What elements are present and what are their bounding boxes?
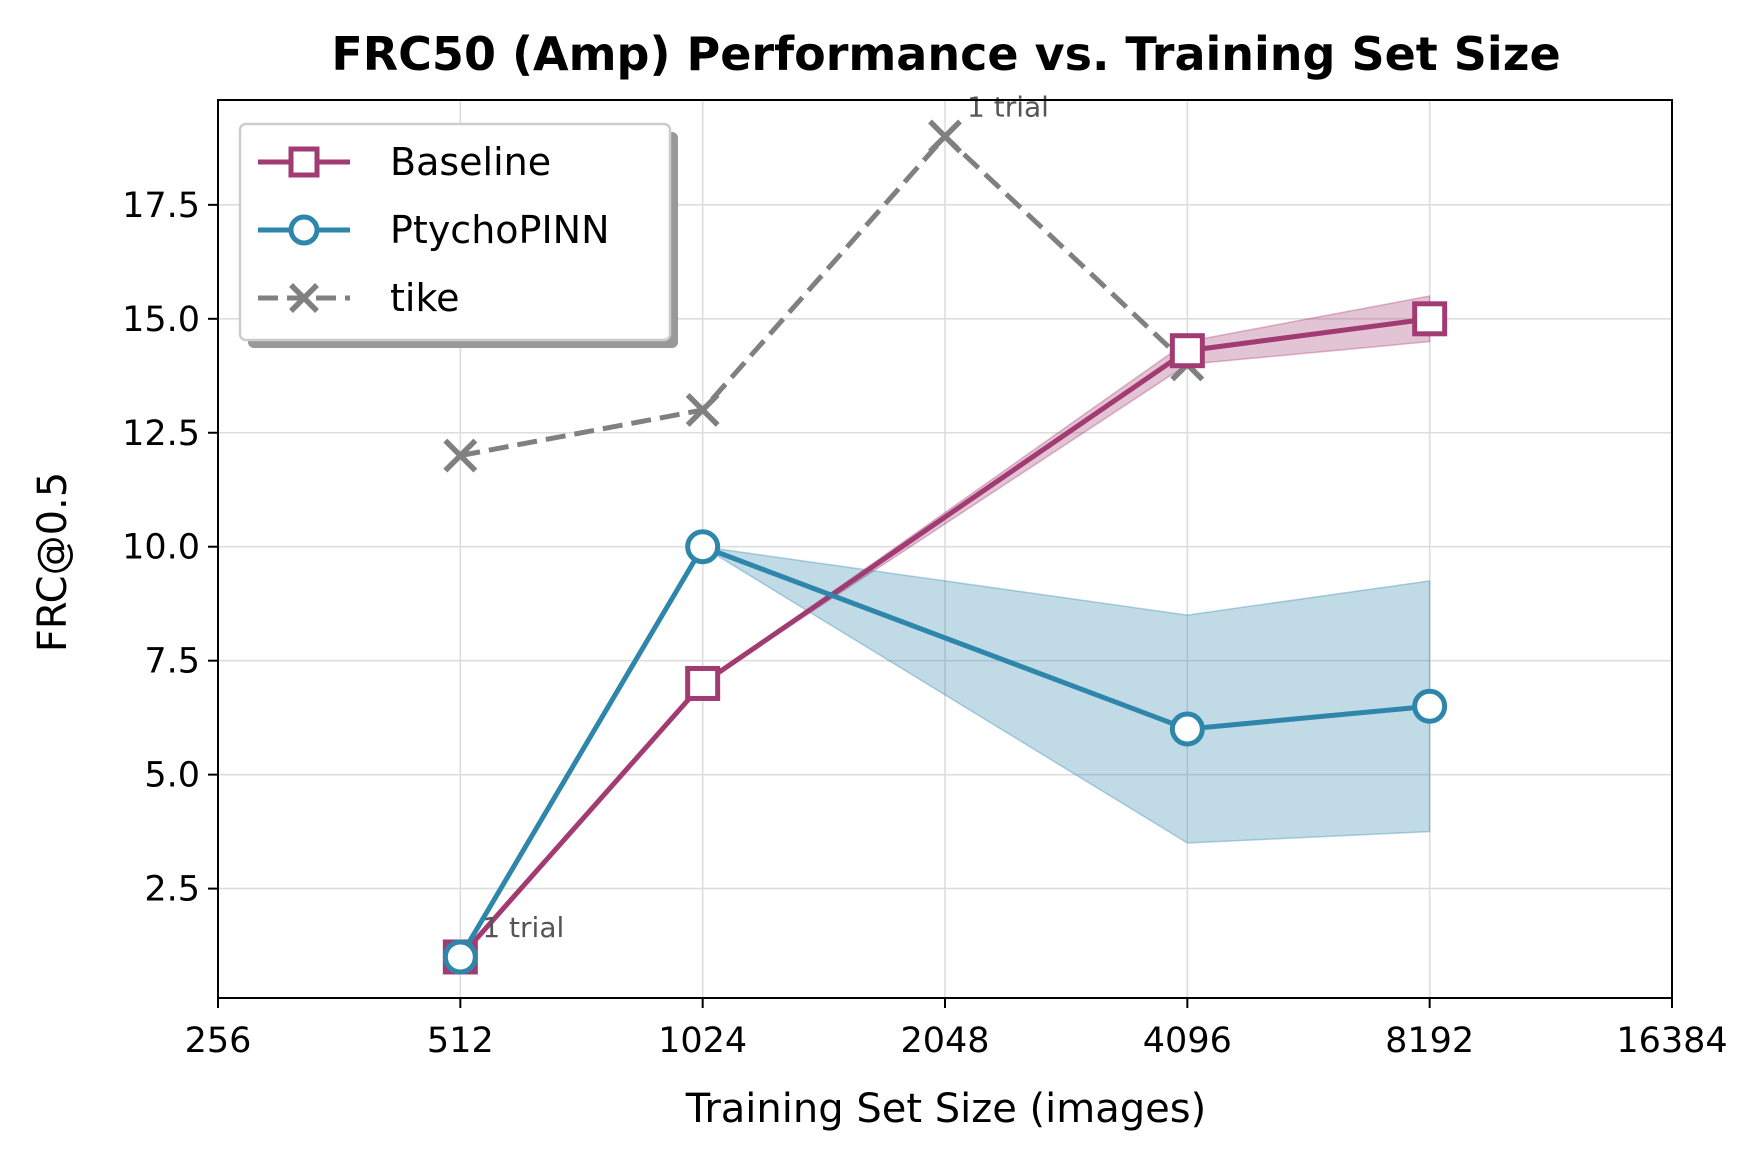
legend: Baseline PtychoPINN tike — [238, 122, 678, 348]
x-tick-label: 8192 — [1385, 1021, 1474, 1061]
legend-box — [238, 122, 672, 342]
point-ptychopinn — [685, 529, 721, 565]
point-ptychopinn — [442, 939, 478, 975]
y-axis-label: FRC@0.5 — [30, 472, 76, 652]
legend-label: PtychoPINN — [390, 208, 610, 252]
legend-item-tike: tike — [258, 276, 460, 320]
legend-point-tike — [289, 283, 319, 313]
annotation-label: 1 trial — [967, 90, 1049, 123]
annotation-label: 1 trial — [482, 911, 564, 944]
point-baseline — [1169, 333, 1205, 369]
x-tick-label: 512 — [427, 1021, 494, 1061]
series-lines — [442, 119, 1448, 975]
legend-label: tike — [390, 276, 460, 320]
x-tick-label: 2048 — [900, 1021, 989, 1061]
x-tick-label: 4096 — [1143, 1021, 1232, 1061]
x-tick-label: 1024 — [658, 1021, 747, 1061]
y-tick-label: 10.0 — [122, 528, 200, 568]
point-ptychopinn — [1169, 711, 1205, 747]
point-baseline — [685, 665, 721, 701]
legend-item-ptychopinn: PtychoPINN — [258, 208, 610, 252]
x-axis-label: Training Set Size (images) — [685, 1086, 1206, 1132]
legend-label: Baseline — [390, 140, 551, 184]
axes: 256 512 1024 2048 4096 8192 16384 2.5 5.0 7.5 10.0… — [122, 186, 1728, 1061]
point-tike — [685, 393, 720, 427]
point-baseline — [1412, 301, 1448, 337]
x-tick-label: 256 — [185, 1021, 252, 1061]
y-tick-label: 7.5 — [144, 642, 200, 682]
point-tike — [443, 438, 478, 473]
x-tick-label: 16384 — [1616, 1021, 1727, 1061]
series-line-ptychopinn — [458, 544, 1430, 959]
legend-point-baseline — [288, 146, 320, 178]
legend-point-ptychopinn — [288, 214, 320, 246]
chart-title: FRC50 (Amp) Performance vs. Training Set… — [331, 27, 1560, 81]
y-tick-label: 17.5 — [122, 186, 200, 226]
legend-item-baseline: Baseline — [258, 140, 551, 184]
y-tick-label: 5.0 — [144, 756, 200, 796]
annotations: 1 trial 1 trial — [482, 90, 1049, 944]
y-tick-label: 15.0 — [122, 300, 200, 340]
y-tick-label: 2.5 — [144, 870, 200, 910]
point-tike — [928, 119, 962, 154]
y-tick-label: 12.5 — [122, 414, 200, 454]
series-line-baseline — [458, 316, 1430, 959]
series-ptychopinn — [442, 529, 1448, 975]
point-ptychopinn — [1412, 688, 1448, 724]
series-line-tike — [459, 133, 1190, 459]
